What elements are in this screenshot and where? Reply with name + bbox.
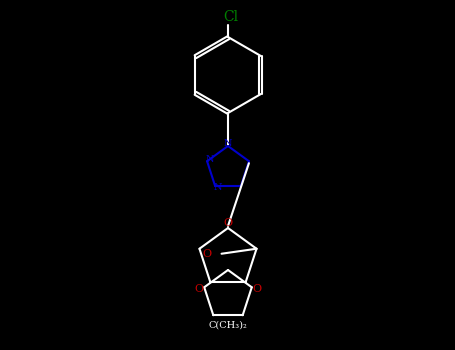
Text: N: N <box>214 183 222 192</box>
Text: N: N <box>224 139 232 147</box>
Text: O: O <box>195 284 204 294</box>
Text: O: O <box>223 218 233 228</box>
Text: C(CH₃)₂: C(CH₃)₂ <box>209 321 248 329</box>
Text: O: O <box>202 249 211 259</box>
Text: O: O <box>252 284 261 294</box>
Text: Cl: Cl <box>223 10 238 24</box>
Text: N: N <box>206 155 214 164</box>
